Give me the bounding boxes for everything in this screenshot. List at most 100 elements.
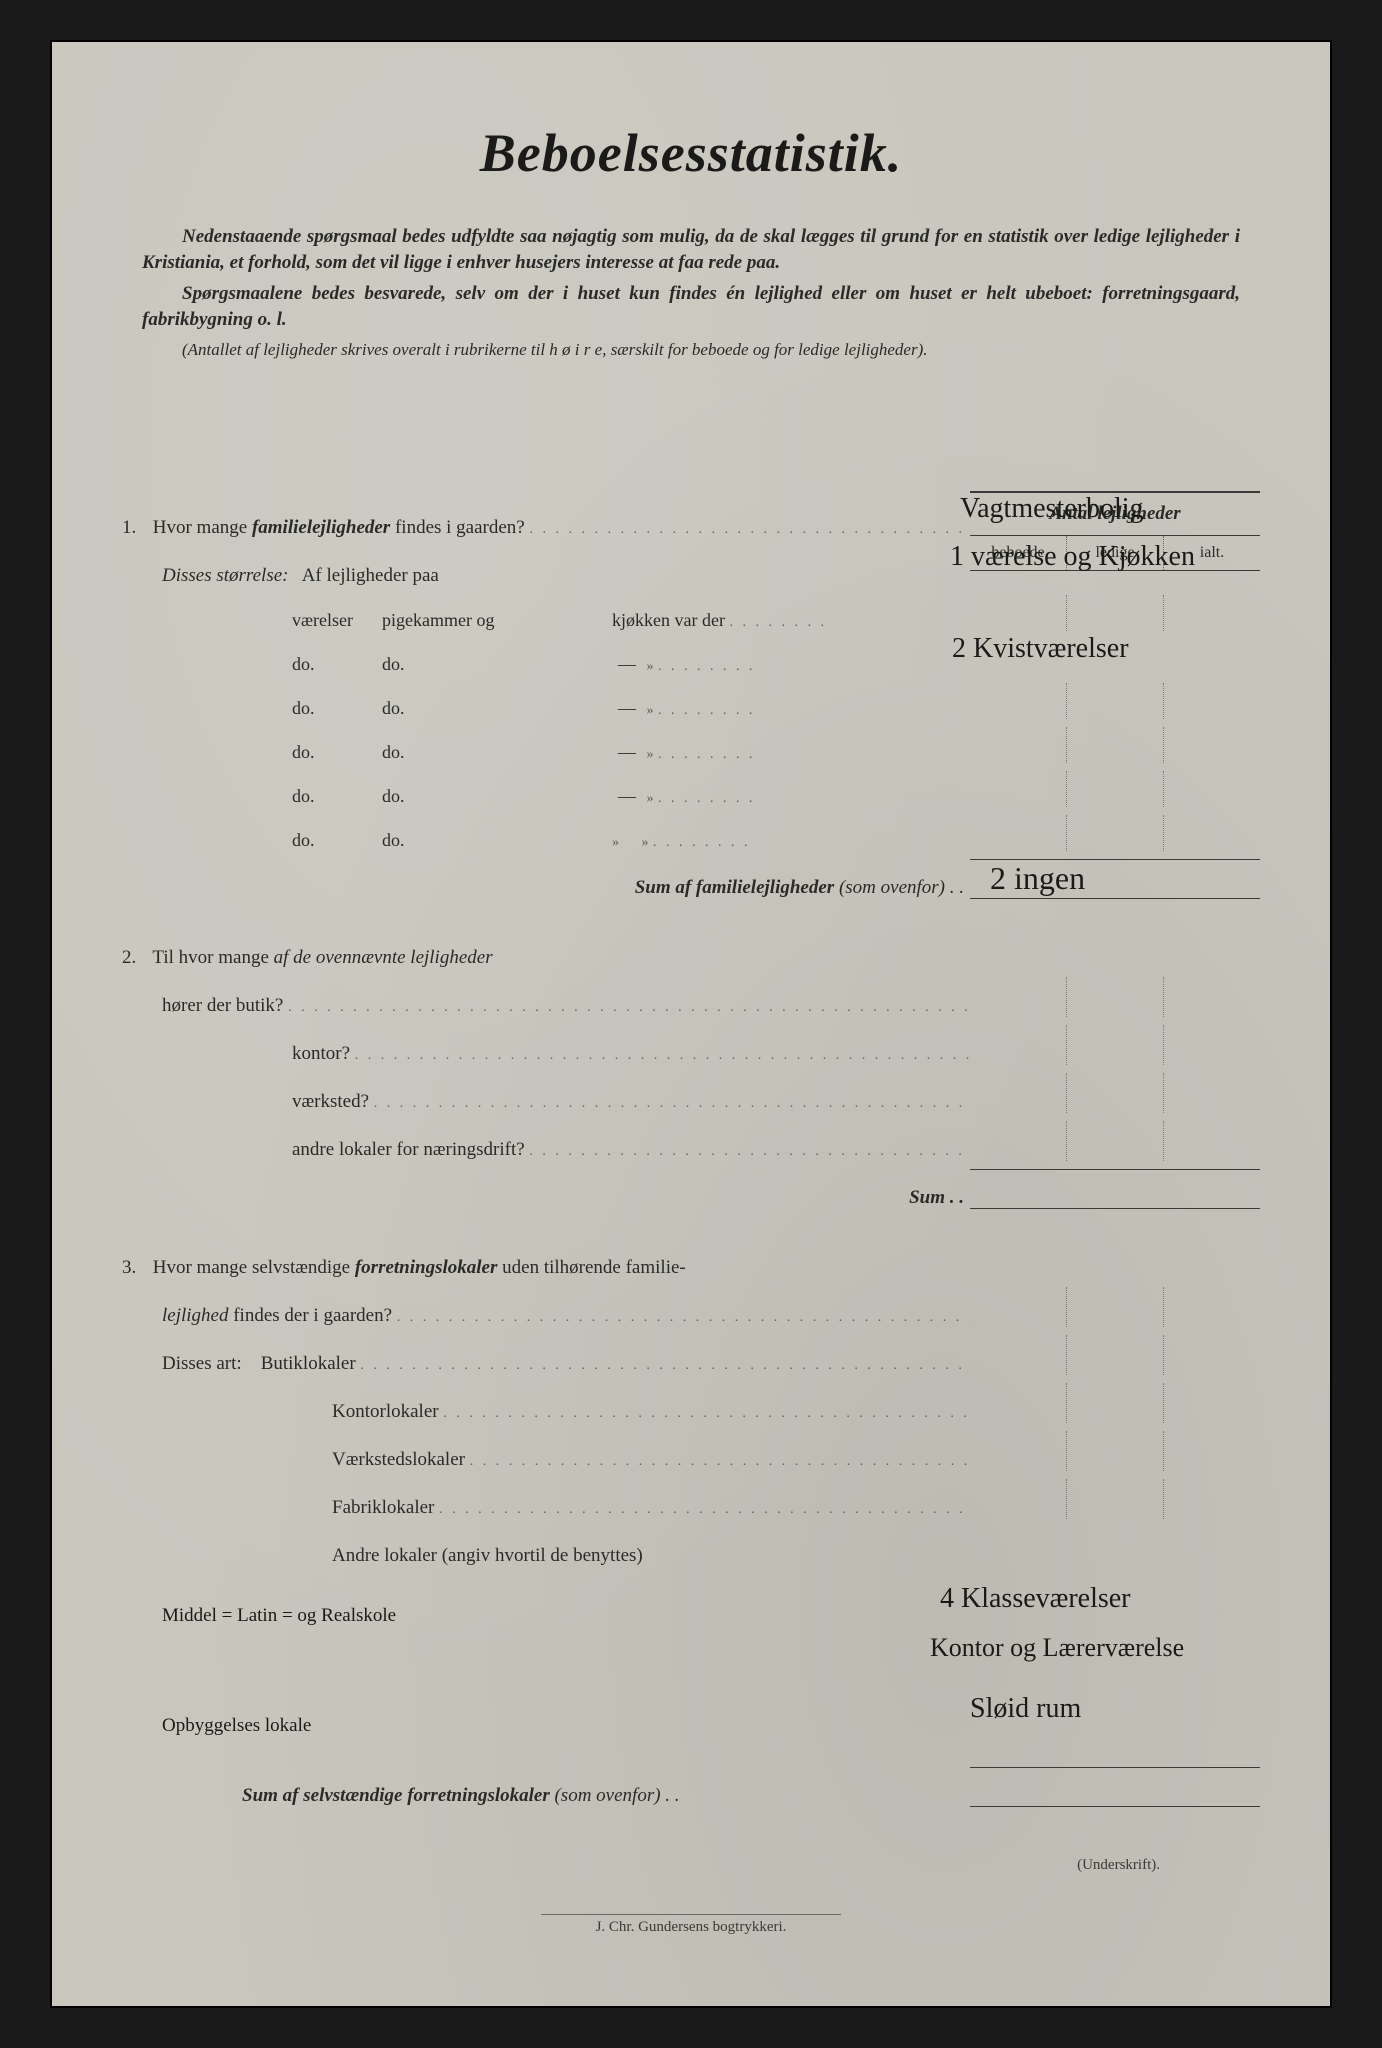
hand-kontor: Kontor og Lærerværelse	[930, 1633, 1184, 1663]
sum3a: Sum af selvstændige forretningslokaler	[242, 1785, 550, 1806]
intro-1-text: Nedenstaaende spørgsmaal bedes udfyldte …	[142, 226, 1240, 273]
q1-text: 1. Hvor mange familielejligheder findes …	[122, 517, 970, 539]
q2-row: 2. Til hvor mange af de ovennævnte lejli…	[122, 921, 1260, 969]
q3-row: 3. Hvor mange selvstændige forretningslo…	[122, 1231, 1260, 1279]
q3-sum-ans	[970, 1767, 1260, 1807]
vaerk: værksted?	[292, 1091, 369, 1112]
intro-2-text: Spørgsmaalene bedes besvarede, selv om d…	[142, 283, 1240, 330]
dots	[470, 1449, 970, 1470]
dots	[729, 610, 827, 630]
dots	[397, 1305, 970, 1326]
hand-vagtmester: Vagtmesterbolig	[960, 493, 1144, 525]
q1-b: familielejligheder	[252, 517, 390, 538]
q2-vaerk: værksted?	[122, 1065, 1260, 1113]
q3-kontor: Kontorlokaler	[122, 1375, 1260, 1423]
q1-disses-ans: 1 værelse og Kjøkken	[970, 547, 1260, 587]
q1-disses-text: Disses størrelse: Af lejligheder paa	[122, 565, 970, 587]
sum2: Sum . .	[909, 1187, 964, 1208]
sum-b: (som ovenfor) . .	[834, 877, 964, 898]
size-header-row: værelser pigekammer og kjøkken var der	[122, 587, 1260, 631]
q1-sum-ans: 2 ingen	[970, 859, 1260, 899]
q3-sum-row: Sum af selvstændige forretningslokaler (…	[122, 1759, 1260, 1807]
dots	[360, 1353, 970, 1374]
size-row-3: do. do. — »	[122, 719, 1260, 763]
dots	[288, 995, 970, 1016]
q1-answer: Vagtmesterbolig	[970, 499, 1260, 539]
q2-andre-text: andre lokaler for næringsdrift?	[122, 1139, 970, 1161]
q2-andre: andre lokaler for næringsdrift?	[122, 1113, 1260, 1161]
page-title: Beboelsesstatistik.	[122, 122, 1260, 184]
q1-c: findes i gaarden?	[390, 517, 525, 538]
af-label: Af lejligheder paa	[302, 565, 439, 586]
intro-paragraph-3: (Antallet af lejligheder skrives overalt…	[142, 339, 1240, 361]
hand-opbyg: Opbyggelses lokale	[122, 1715, 970, 1737]
q2-sum-label: Sum . .	[122, 1187, 970, 1209]
q1-disses: Disses størrelse: Af lejligheder paa 1 v…	[122, 539, 1260, 587]
hand-kvist: 2 Kvistværelser	[952, 633, 1129, 665]
do: do.	[382, 786, 612, 807]
q3-text: 3. Hvor mange selvstændige forretningslo…	[122, 1257, 970, 1279]
col-pigekammer: pigekammer og	[382, 610, 612, 631]
q2-sum-row: Sum . .	[122, 1161, 1260, 1209]
do: do.	[382, 742, 612, 763]
q3-kontor-text: Kontorlokaler	[122, 1401, 970, 1423]
form-body: 1. Hvor mange familielejligheder findes …	[122, 491, 1260, 1936]
q2-num: 2.	[122, 947, 148, 969]
do: do.	[122, 698, 382, 719]
do: do.	[122, 830, 382, 851]
q3-num: 3.	[122, 1257, 148, 1279]
dots	[443, 1401, 970, 1422]
printer-line: J. Chr. Gundersens bogtrykkeri.	[541, 1914, 841, 1936]
andre3: Andre lokaler (angiv hvortil de benyttes…	[332, 1545, 643, 1566]
q3-hand-row3: Opbyggelses lokale Sløid rum	[122, 1677, 1260, 1737]
hand-klasse: 4 Klasseværelser	[940, 1583, 1131, 1615]
intro-paragraph-1: Nedenstaaende spørgsmaal bedes udfyldte …	[142, 224, 1240, 275]
andre: andre lokaler for næringsdrift?	[292, 1139, 525, 1160]
fabrik3: Fabriklokaler	[332, 1497, 434, 1518]
q1-sum-label: Sum af familielejligheder (som ovenfor) …	[122, 877, 970, 899]
size-row-5: do. do. » »	[122, 807, 1260, 851]
size-row-1: do. do. — » 2 Kvistværelser	[122, 631, 1260, 675]
q2-text: 2. Til hvor mange af de ovennævnte lejli…	[122, 947, 970, 969]
disses-label: Disses størrelse:	[162, 565, 289, 586]
dots	[658, 698, 756, 718]
q3-sum-label: Sum af selvstændige forretningslokaler (…	[122, 1785, 970, 1807]
q2-sum-ans	[970, 1169, 1260, 1209]
dots	[658, 742, 756, 762]
q3-vaerk-text: Værkstedslokaler	[122, 1449, 970, 1471]
q3-butik-text: Disses art: Butiklokaler	[122, 1353, 970, 1375]
q3-line2-text: lejlighed findes der i gaarden?	[122, 1305, 970, 1327]
q3-hand-row1: Middel = Latin = og Realskole 4 Klassevæ…	[122, 1567, 1260, 1627]
hand-sum1: 2 ingen	[990, 860, 1085, 897]
dots	[355, 1043, 970, 1064]
q3-c: uden tilhørende familie-	[497, 1257, 685, 1278]
do: do.	[382, 698, 612, 719]
q2-vaerk-text: værksted?	[122, 1091, 970, 1113]
q3-hand-row2: Kontor og Lærerværelse	[122, 1627, 1260, 1677]
sum3b: (som ovenfor) . .	[550, 1785, 680, 1806]
q1-sum-row: Sum af familielejligheder (som ovenfor) …	[122, 851, 1260, 899]
dots	[374, 1091, 970, 1112]
sum-a: Sum af familielejligheder	[635, 877, 835, 898]
dots	[530, 517, 971, 538]
do: do.	[382, 654, 612, 675]
underskrift: (Underskrift).	[122, 1857, 1260, 1874]
q3-fabrik-text: Fabriklokaler	[122, 1497, 970, 1519]
q2-kontor: kontor?	[122, 1017, 1260, 1065]
findes: findes der i gaarden?	[228, 1305, 392, 1326]
kontor: kontor?	[292, 1043, 350, 1064]
do: do.	[122, 786, 382, 807]
lejlighed: lejlighed	[162, 1305, 228, 1326]
size-row-4: do. do. — »	[122, 763, 1260, 807]
q3-a: Hvor mange selvstændige	[153, 1257, 355, 1278]
col-vaerelser: værelser	[122, 610, 382, 631]
q3-andre: Andre lokaler (angiv hvortil de benyttes…	[122, 1519, 1260, 1567]
q2-b: af de ovennævnte lejligheder	[274, 947, 493, 968]
dots	[658, 654, 756, 674]
q3-line2: lejlighed findes der i gaarden?	[122, 1279, 1260, 1327]
disses3: Disses art:	[162, 1353, 242, 1374]
q1-num: 1.	[122, 517, 148, 539]
q1-a: Hvor mange	[153, 517, 252, 538]
col-kjokken: kjøkken var der	[612, 610, 725, 630]
hand-vaerelse: 1 værelse og Kjøkken	[950, 541, 1195, 573]
